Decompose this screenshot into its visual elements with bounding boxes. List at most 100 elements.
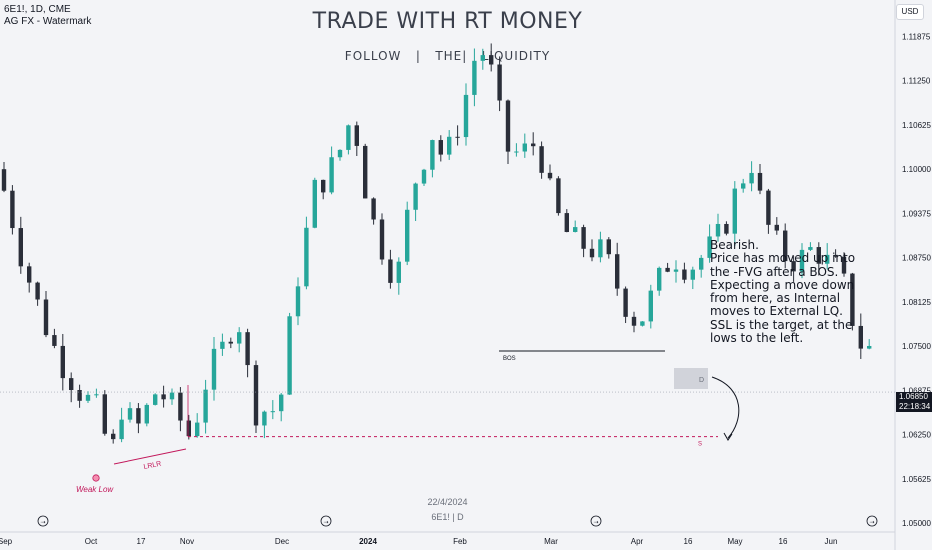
candle-body (825, 254, 830, 264)
time-tick-label: Nov (180, 537, 194, 546)
candle-body (531, 143, 536, 147)
candle-body (136, 408, 141, 424)
candle-body (379, 219, 385, 260)
price-tick-label: 1.09375 (902, 209, 931, 218)
price-tick-label: 1.05625 (902, 475, 931, 484)
candle-body (119, 419, 124, 440)
candle-body (220, 341, 225, 349)
candle-body (598, 239, 603, 258)
candle-body (127, 408, 133, 420)
candle-body (346, 125, 351, 150)
candle-body (312, 179, 317, 228)
candle-body (472, 60, 477, 95)
candle-body (463, 94, 469, 138)
candle-body (589, 248, 595, 258)
candle-body (169, 392, 175, 400)
footer-date: 22/4/2024 (427, 497, 468, 507)
candle-body (430, 140, 435, 170)
candle-body (321, 179, 326, 193)
candle-body (85, 394, 91, 401)
candle-body (455, 136, 460, 138)
note-line: Expecting a move down (710, 277, 855, 292)
candle-body (43, 299, 49, 336)
price-axis[interactable]: 1.11875 1.11250 1.10625 1.10000 1.09375 1.087… (902, 33, 931, 529)
candle-body (18, 228, 23, 267)
candle-body (211, 348, 217, 390)
event-arrow-glyph: ⇢ (593, 520, 598, 526)
candle-body (295, 286, 301, 317)
candle-body (623, 288, 628, 317)
candle-body (304, 227, 309, 287)
candle-body (270, 411, 275, 413)
event-marker-icon (320, 515, 332, 527)
candle-body (144, 404, 149, 424)
currency-button[interactable]: USD (896, 4, 924, 20)
analysis-note: Bearish. Price has moved up into the -FV… (710, 238, 855, 345)
candle-body (396, 261, 401, 283)
candle-body (858, 325, 863, 349)
price-tick-label: 1.08750 (902, 254, 931, 263)
candle-body (480, 55, 485, 61)
candle-body (741, 183, 746, 189)
candle-body (783, 230, 788, 262)
symbol-header[interactable]: 6E1!, 1D, CME (4, 4, 71, 15)
note-line: Bearish. (710, 238, 759, 252)
note-line: SSL is the target, at the (710, 317, 853, 332)
candle-body (237, 332, 242, 344)
watermark-subtitle: FOLLOW | THE| LIQUIDITY (344, 49, 551, 63)
candle-body (556, 178, 561, 214)
event-arrow-glyph: ⇢ (40, 520, 45, 526)
price-tick-label: 1.10625 (902, 121, 931, 130)
fvg-label: D (699, 377, 704, 384)
price-tick-label: 1.07500 (902, 342, 931, 351)
bos-label: BOS (503, 356, 516, 362)
candle-body (447, 136, 452, 155)
candle-body (195, 422, 200, 437)
candle-body (707, 236, 712, 258)
candle-body (732, 188, 737, 234)
time-tick-label: 2024 (359, 537, 377, 546)
note-line: the -FVG after a BOS. (710, 264, 839, 279)
candle-body (665, 267, 670, 272)
candle-body (262, 411, 267, 426)
candle-body (816, 247, 821, 264)
candle-body (799, 249, 805, 272)
candle-body (35, 282, 40, 300)
time-tick-label: May (727, 537, 742, 546)
candle-body (421, 169, 427, 184)
candle-body (657, 267, 662, 291)
price-tick-label: 1.11250 (902, 77, 931, 86)
footer-symbol: 6E1! | D (431, 512, 464, 522)
candles-group (1, 43, 872, 444)
candle-body (489, 55, 494, 65)
candle-body (253, 365, 259, 426)
candle-body (808, 247, 813, 250)
ssl-marker: S (698, 442, 702, 448)
candle-body (833, 254, 838, 257)
candle-body (52, 335, 57, 346)
candle-body (522, 143, 527, 152)
candle-body (27, 266, 32, 283)
projection-arrow-head-icon (723, 432, 733, 441)
event-marker-icon (590, 515, 602, 527)
price-tick-label: 1.10000 (902, 165, 931, 174)
time-tick-label: Oct (85, 537, 98, 546)
candle-body (279, 394, 284, 412)
time-axis[interactable]: Sep Oct 17 Nov Dec 2024 Feb Mar Apr 16 May 16 Jun ⇢ ⇢ ⇢… (0, 515, 878, 546)
candle-body (581, 227, 586, 249)
projection-arrow-curve (711, 376, 740, 439)
candle-body (371, 198, 376, 220)
indicator-header[interactable]: AG FX - Watermark (4, 16, 92, 27)
candle-body (514, 151, 519, 153)
candle-body (774, 224, 779, 231)
candle-body (690, 269, 695, 280)
candle-body (111, 433, 116, 440)
time-tick-label: 16 (779, 537, 788, 546)
note-line: moves to External LQ. (710, 304, 843, 319)
candle-body (228, 341, 233, 344)
candle-body (363, 145, 368, 199)
annotations-group: BOS S LRLR Weak Low D (0, 350, 895, 494)
candle-body (1, 169, 7, 191)
